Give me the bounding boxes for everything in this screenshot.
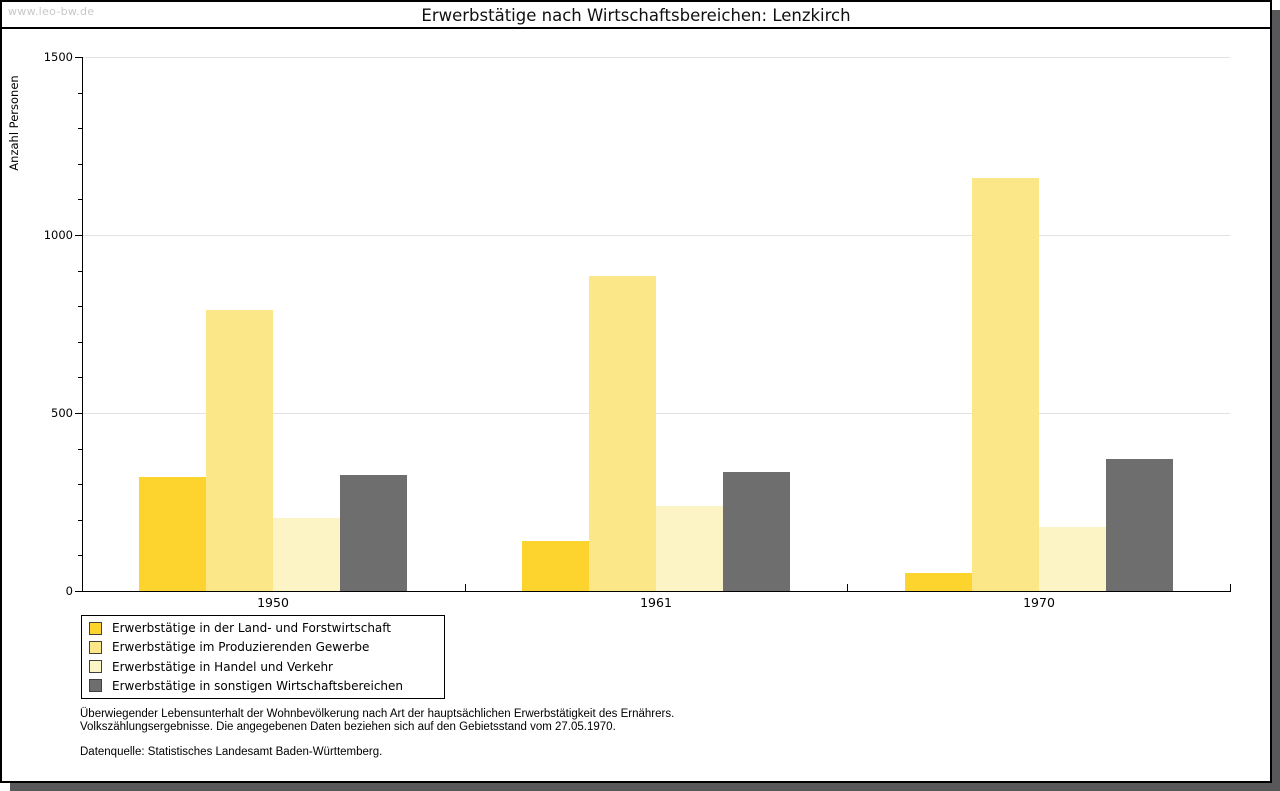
y-tick-major (75, 57, 82, 58)
y-tick-minor (78, 164, 82, 165)
legend-swatch (89, 660, 102, 674)
bar (1106, 459, 1173, 591)
legend-swatch (89, 640, 102, 654)
bar (972, 178, 1039, 591)
y-tick-minor (78, 377, 82, 378)
legend-label: Erwerbstätige in Handel und Verkehr (112, 659, 333, 674)
legend-label: Erwerbstätige in der Land- und Forstwirt… (112, 621, 391, 636)
y-tick-minor (78, 128, 82, 129)
x-axis-separator-tick (465, 584, 466, 591)
bar (522, 541, 589, 591)
y-tick-major (75, 413, 82, 414)
chart-title: Erwerbstätige nach Wirtschaftsbereichen:… (421, 6, 851, 25)
y-tick-minor (78, 93, 82, 94)
y-tick-minor (78, 449, 82, 450)
x-category-label: 1950 (257, 595, 289, 610)
bar (589, 276, 656, 591)
x-category-label: 1961 (640, 595, 672, 610)
legend-item: Erwerbstätige in der Land- und Forstwirt… (82, 621, 444, 635)
legend-item: Erwerbstätige in Handel und Verkehr (82, 660, 444, 674)
x-category-label: 1970 (1023, 595, 1055, 610)
y-tick-minor (78, 342, 82, 343)
y-tick-minor (78, 199, 82, 200)
gridline (83, 413, 1230, 414)
y-tick-major (75, 591, 82, 592)
gridline (83, 57, 1230, 58)
title-divider-line (0, 27, 1272, 29)
legend-swatch (89, 621, 102, 635)
bar (206, 310, 273, 591)
footnote-text: Überwiegender Lebensunterhalt der Wohnbe… (80, 708, 674, 734)
gridline (83, 235, 1230, 236)
bar (723, 472, 790, 591)
legend-item: Erwerbstätige im Produzierenden Gewerbe (82, 640, 444, 654)
bar (1039, 527, 1106, 591)
y-tick-minor (78, 271, 82, 272)
y-tick-label: 1500 (43, 50, 73, 64)
footnote-line-2: Volkszählungsergebnisse. Die angegebenen… (80, 721, 616, 733)
y-tick-label: 500 (51, 406, 73, 420)
footnote-line-1: Überwiegender Lebensunterhalt der Wohnbe… (80, 708, 675, 720)
data-source-text: Datenquelle: Statistisches Landesamt Bad… (80, 746, 383, 758)
y-tick-major (75, 235, 82, 236)
x-axis-separator-tick (847, 584, 848, 591)
frame-shadow-bottom (10, 783, 1272, 791)
y-tick-label: 0 (65, 584, 73, 598)
bar (340, 475, 407, 591)
frame-shadow-right (1272, 10, 1280, 791)
y-tick-minor (78, 555, 82, 556)
bar (273, 518, 340, 591)
x-axis-line (82, 591, 1231, 592)
legend-label: Erwerbstätige im Produzierenden Gewerbe (112, 640, 370, 655)
bar (905, 573, 972, 591)
y-tick-minor (78, 484, 82, 485)
x-axis-end-tick (1230, 584, 1231, 591)
y-axis-line (82, 57, 83, 592)
bar (656, 506, 723, 591)
y-tick-label: 1000 (43, 228, 73, 242)
legend-label: Erwerbstätige in sonstigen Wirtschaftsbe… (112, 678, 404, 693)
legend: Erwerbstätige in der Land- und Forstwirt… (81, 615, 445, 699)
bar (139, 477, 206, 591)
y-tick-minor (78, 520, 82, 521)
legend-swatch (89, 679, 102, 693)
watermark-text: www.leo-bw.de (8, 5, 95, 18)
y-tick-minor (78, 306, 82, 307)
legend-item: Erwerbstätige in sonstigen Wirtschaftsbe… (82, 679, 444, 693)
